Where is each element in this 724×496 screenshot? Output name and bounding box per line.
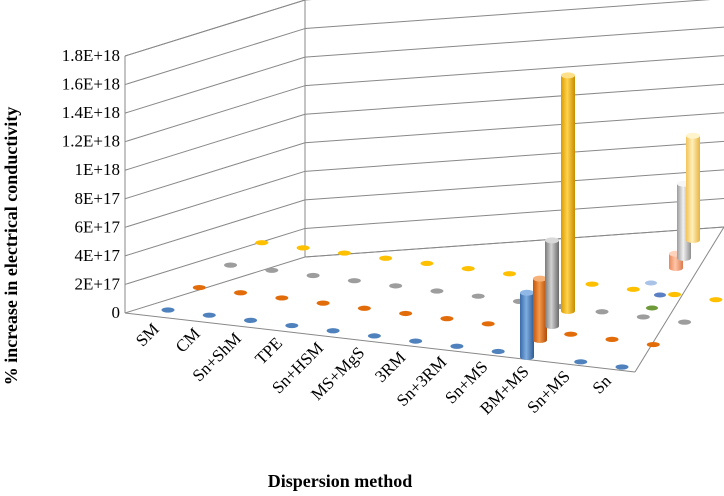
zero-marker: [430, 288, 444, 294]
zero-marker: [420, 260, 434, 267]
zero-marker: [161, 307, 175, 313]
bar-series2-bm-ms: [533, 275, 547, 343]
zero-marker: [471, 293, 485, 299]
y-axis-label: % increase in electrical conductivity: [1, 107, 21, 386]
zero-marker: [265, 267, 279, 273]
zero-marker: [255, 240, 269, 246]
zero-marker: [409, 338, 423, 344]
y-tick-label: 1.2E+18: [62, 132, 120, 151]
zero-marker: [202, 312, 216, 318]
zero-marker: [285, 322, 299, 329]
zero-marker: [379, 255, 393, 261]
y-tick-labels: 0 2E+17 4E+17 6E+17 8E+17 1E+18 1.2E+18 1.4E+18…: [62, 46, 121, 322]
y-tick-label: 6E+17: [75, 217, 121, 236]
zero-marker: [244, 317, 258, 323]
zero-marker: [399, 310, 413, 317]
y-tick-label: 8E+17: [75, 189, 121, 208]
zero-value-markers: [161, 240, 723, 370]
y-tick-label: 1.8E+18: [62, 46, 120, 65]
bars: [520, 72, 700, 360]
zero-marker: [605, 336, 619, 342]
zero-marker: [668, 291, 682, 298]
zero-marker: [306, 272, 320, 279]
zero-marker: [337, 250, 351, 256]
zero-marker: [296, 245, 310, 251]
x-tick-label: SM: [132, 319, 163, 350]
zero-marker: [347, 278, 361, 284]
zero-marker: [192, 284, 206, 291]
y-tick-label: 1.4E+18: [62, 103, 120, 122]
zero-marker: [678, 319, 692, 325]
zero-marker: [367, 333, 381, 339]
zero-marker: [645, 280, 657, 286]
zero-marker: [234, 290, 248, 296]
zero-marker: [389, 283, 403, 289]
x-tick-label: CM: [172, 324, 204, 356]
bar-series10-sn: [686, 132, 700, 243]
zero-marker: [595, 309, 609, 315]
y-tick-label: 1E+18: [75, 160, 120, 179]
zero-marker: [275, 295, 289, 301]
zero-marker: [626, 286, 640, 292]
zero-marker: [461, 265, 475, 272]
bar-series4-bm-ms: [561, 72, 575, 315]
zero-marker: [615, 364, 629, 370]
zero-marker: [326, 328, 340, 334]
bar-series3-bm-ms: [545, 237, 559, 329]
gridlines: [124, 0, 724, 314]
x-tick-label: 3RM: [371, 348, 409, 386]
x-tick-label: Sn: [589, 371, 615, 397]
zero-marker: [636, 314, 650, 320]
zero-marker: [440, 316, 454, 322]
zero-marker: [316, 300, 330, 306]
bar-series1-bm-ms: [520, 289, 534, 360]
zero-marker: [357, 305, 371, 311]
y-tick-label: 4E+17: [75, 246, 121, 265]
x-tick-label: TPE: [251, 334, 286, 369]
y-tick-label: 1.6E+18: [62, 75, 120, 94]
zero-marker: [564, 331, 578, 337]
zero-marker: [646, 305, 658, 311]
y-tick-label: 2E+17: [75, 274, 121, 293]
zero-marker: [646, 341, 660, 348]
zero-marker: [654, 292, 666, 298]
zero-marker: [224, 262, 238, 268]
zero-marker: [709, 297, 723, 303]
y-tick-label: 0: [112, 303, 121, 322]
zero-marker: [491, 348, 505, 355]
zero-marker: [502, 271, 516, 277]
zero-marker: [450, 343, 464, 349]
zero-marker: [585, 281, 599, 287]
zero-marker: [574, 359, 588, 365]
x-axis-label: Dispersion method: [268, 471, 413, 491]
zero-marker: [481, 321, 495, 327]
